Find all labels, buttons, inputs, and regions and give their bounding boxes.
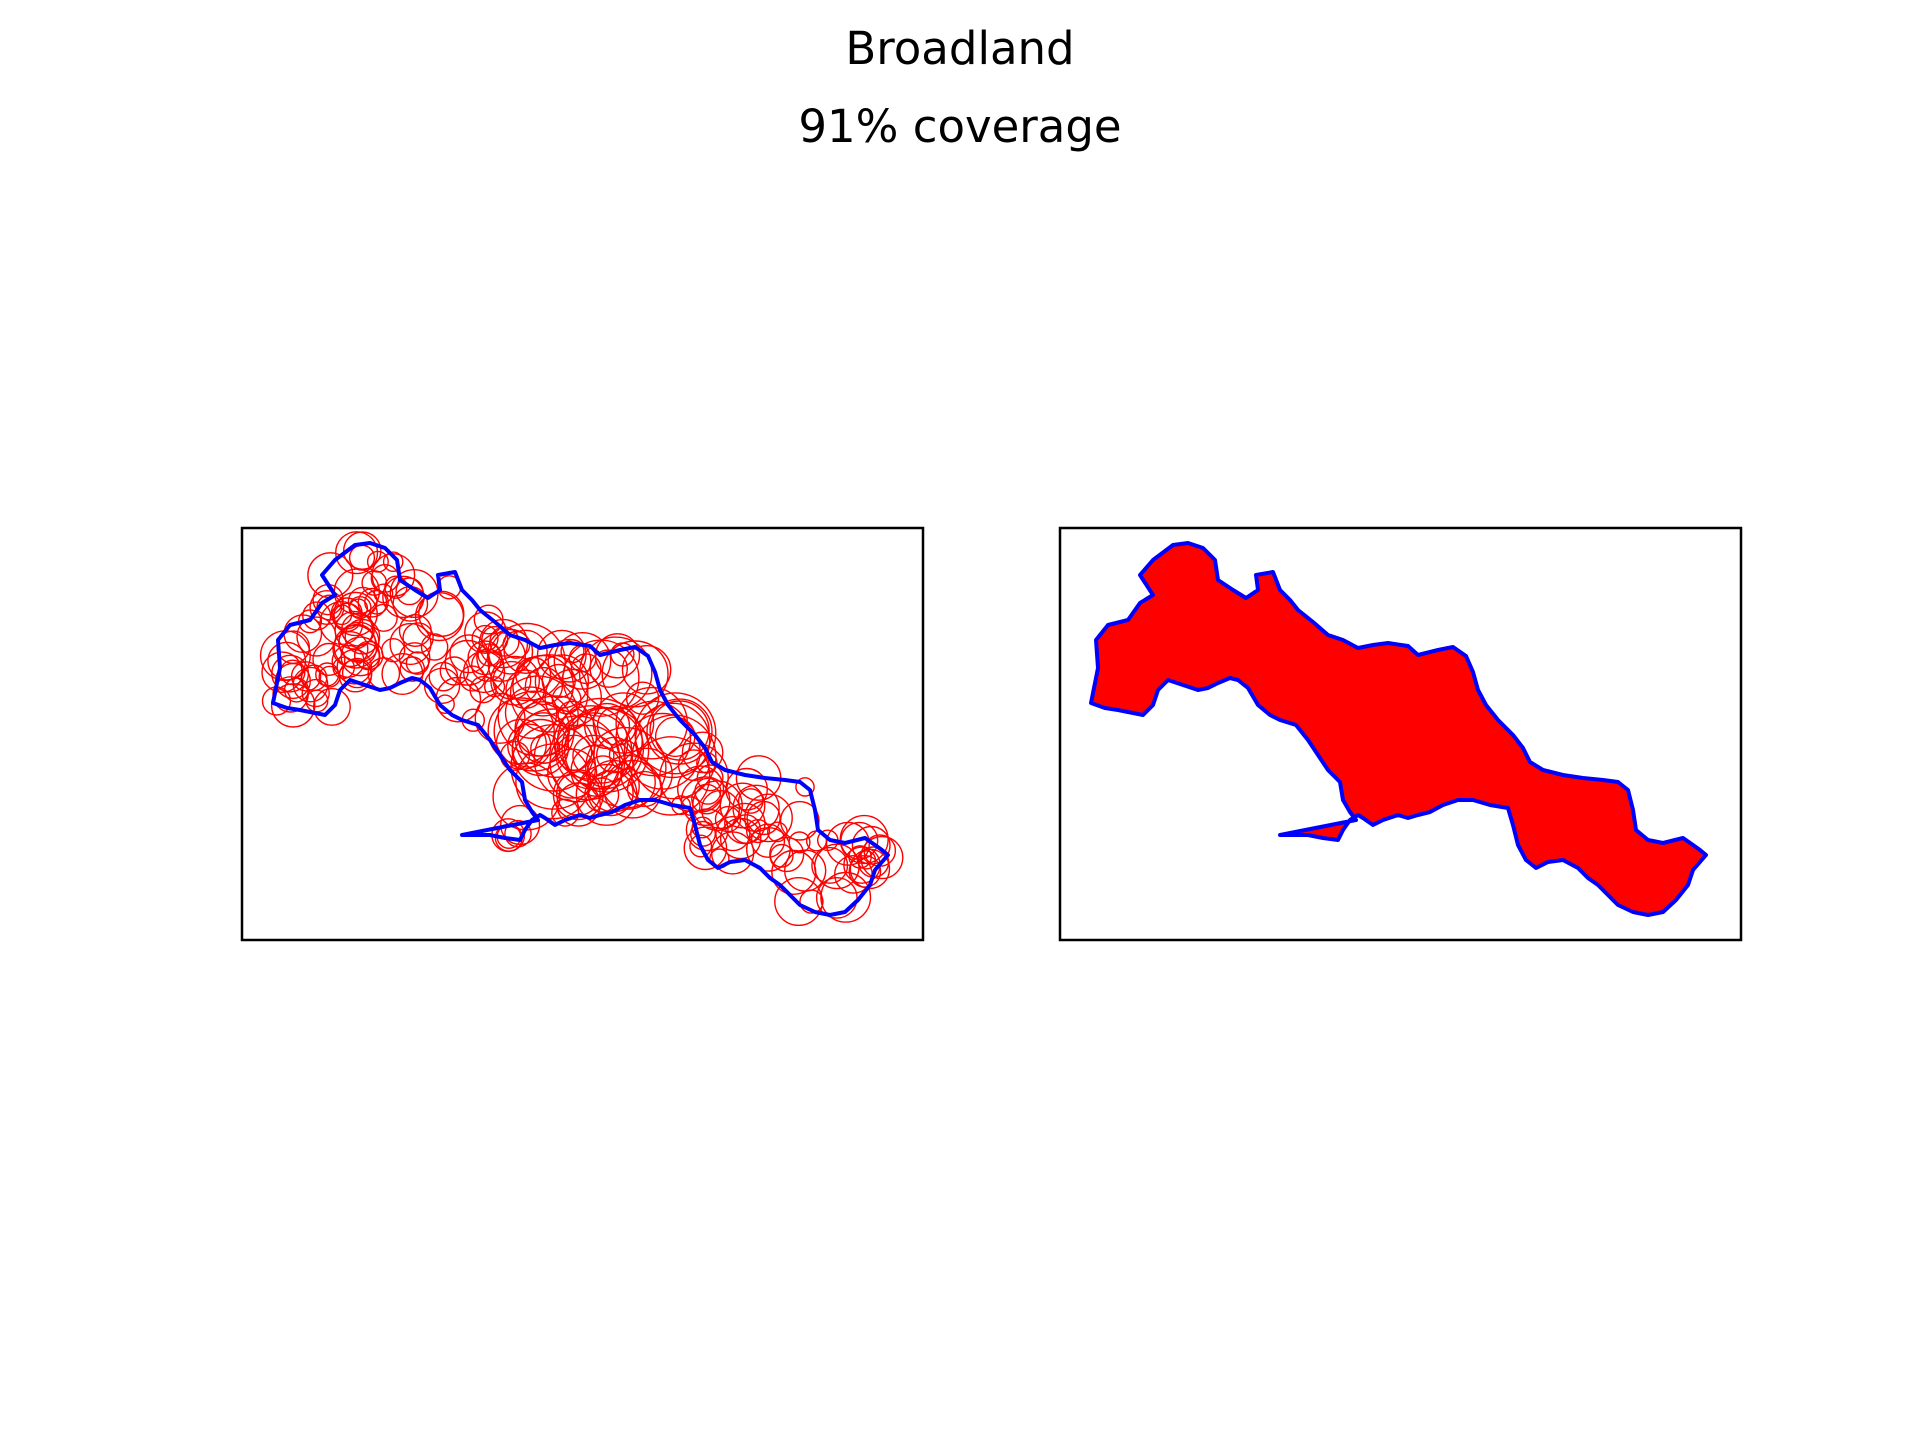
coverage-circle	[309, 590, 345, 626]
coverage-circle	[746, 800, 781, 836]
coverage-circle	[795, 777, 815, 797]
coverage-circle	[683, 826, 728, 871]
coverage-circle	[700, 789, 741, 830]
coverage-circle	[621, 645, 672, 695]
coverage-circle	[731, 814, 761, 844]
coverage-circle	[601, 640, 669, 708]
coverage-circle	[552, 769, 604, 821]
coverage-circle	[696, 764, 724, 792]
coverage-circle	[389, 622, 432, 666]
coverage-circle	[592, 692, 655, 754]
coverage-circle	[490, 655, 540, 706]
coverage-circle	[524, 666, 564, 706]
coverage-circle	[714, 805, 742, 833]
coverage-circle	[487, 697, 555, 765]
coverage-circle	[373, 583, 394, 604]
coverage-circle	[517, 712, 570, 764]
coverage-circle	[333, 591, 378, 637]
coverage-circle	[335, 531, 379, 575]
left-map-panel	[240, 526, 925, 942]
coverage-circle	[301, 678, 330, 708]
coverage-circle	[399, 656, 426, 682]
coverage-circle	[849, 848, 891, 890]
coverage-circle	[509, 654, 589, 733]
coverage-circle	[341, 657, 373, 689]
coverage-circle	[578, 636, 653, 711]
coverage-circle	[547, 748, 598, 799]
coverage-circle	[395, 577, 424, 606]
coverage-circle	[689, 834, 713, 858]
coverage-circle	[507, 723, 552, 768]
right-map-panel	[1058, 526, 1743, 942]
coverage-circle	[560, 639, 585, 664]
coverage-circle	[615, 700, 692, 777]
coverage-circle	[608, 739, 640, 771]
coverage-circle	[630, 736, 711, 816]
coverage-circle	[767, 821, 788, 843]
coverage-circle	[625, 681, 660, 715]
coverage-circle	[357, 587, 388, 618]
coverage-circle	[503, 629, 548, 674]
figure-subtitle: 91% coverage	[798, 100, 1122, 153]
coverage-circle	[334, 610, 374, 650]
coverage-circle	[342, 531, 382, 570]
coverage-circle	[572, 734, 615, 777]
coverage-circle	[315, 662, 340, 687]
coverage-circle	[779, 800, 820, 841]
coverage-circle	[511, 718, 570, 777]
coverage-circle	[369, 603, 398, 632]
coverage-circle	[505, 669, 546, 710]
coverage-circle	[815, 877, 858, 919]
coverage-circles	[259, 531, 904, 927]
coverage-circle	[681, 731, 724, 774]
coverage-circle	[659, 742, 729, 813]
right-region-group	[1089, 541, 1708, 917]
coverage-circle	[420, 633, 449, 661]
coverage-circle	[484, 676, 506, 698]
coverage-circle	[312, 687, 351, 726]
coverage-circle	[261, 651, 303, 694]
coverage-circle	[332, 630, 369, 668]
coverage-circle	[553, 632, 612, 690]
coverage-circle	[536, 629, 587, 680]
left-region-boundary	[271, 541, 890, 917]
coverage-circle	[744, 793, 793, 843]
coverage-circle	[553, 705, 629, 780]
coverage-circle	[382, 551, 404, 573]
coverage-circle	[493, 690, 575, 772]
coverage-circle	[745, 818, 771, 844]
coverage-circle	[474, 692, 526, 744]
coverage-circle	[551, 798, 580, 827]
coverage-circle	[562, 639, 640, 717]
right-region-filled	[1089, 541, 1708, 917]
coverage-circle	[585, 726, 667, 809]
coverage-circle	[504, 819, 532, 848]
figure-title: Broadland	[845, 22, 1075, 75]
coverage-circle	[769, 836, 805, 873]
coverage-circle	[634, 692, 717, 775]
coverage-circle	[312, 642, 346, 676]
coverage-circle	[402, 622, 434, 654]
coverage-circle	[746, 827, 791, 872]
coverage-circle	[439, 656, 469, 686]
coverage-circle	[623, 712, 701, 790]
coverage-circle	[384, 575, 408, 599]
coverage-circle	[504, 686, 558, 740]
coverage-circle	[856, 850, 877, 870]
coverage-circle	[462, 650, 506, 694]
coverage-circle	[547, 638, 592, 683]
coverage-circle	[610, 642, 635, 667]
coverage-circle	[405, 651, 430, 675]
coverage-circle	[691, 783, 722, 815]
left-region-group	[259, 531, 904, 927]
coverage-circle	[502, 630, 531, 659]
left-panel-frame	[240, 526, 925, 942]
